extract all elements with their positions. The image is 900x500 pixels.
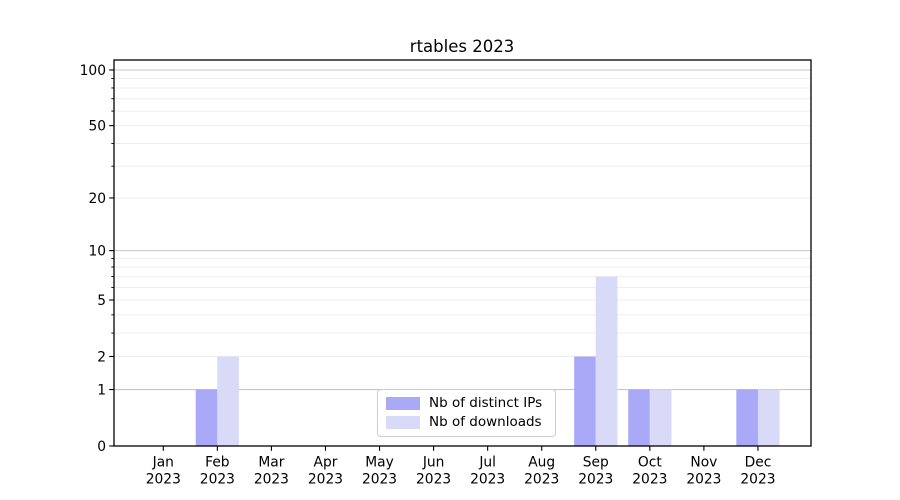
- x-tick-label-month: Aug: [528, 455, 555, 471]
- y-tick-label: 1: [97, 382, 106, 398]
- x-tick-label-month: Jun: [422, 455, 445, 471]
- chart-title: rtables 2023: [410, 37, 514, 56]
- legend: Nb of distinct IPs Nb of downloads: [377, 389, 556, 437]
- x-tick-label-year: 2023: [524, 472, 559, 488]
- x-tick-label-year: 2023: [362, 472, 397, 488]
- x-tick-label-month: May: [365, 455, 394, 471]
- y-tick-label: 10: [88, 243, 106, 259]
- legend-label-downloads: Nb of downloads: [429, 414, 542, 430]
- bar-downloads-feb: [217, 356, 239, 446]
- x-tick-label-year: 2023: [254, 472, 289, 488]
- x-tick-label-year: 2023: [470, 472, 505, 488]
- y-tick-label: 50: [88, 118, 106, 134]
- y-tick-label: 100: [80, 63, 106, 79]
- legend-item-downloads: Nb of downloads: [386, 414, 547, 431]
- bar-downloads-sep: [595, 276, 618, 446]
- x-tick-label-month: Oct: [638, 455, 662, 471]
- x-tick-label-month: Feb: [205, 455, 229, 471]
- x-tick-label-year: 2023: [416, 472, 451, 488]
- bar-distinct-ips-oct: [628, 389, 650, 446]
- y-tick-label: 0: [97, 439, 106, 455]
- x-tick-label-year: 2023: [632, 472, 667, 488]
- bar-distinct-ips-feb: [195, 389, 218, 446]
- y-tick-label: 2: [97, 349, 106, 365]
- legend-swatch-downloads: [386, 416, 420, 429]
- y-tick-label: 5: [97, 293, 106, 309]
- x-tick-label-year: 2023: [200, 472, 235, 488]
- y-tick-label: 20: [88, 191, 106, 207]
- x-tick-label-month: Mar: [258, 455, 284, 471]
- bar-downloads-oct: [649, 389, 672, 446]
- legend-swatch-distinct-ips: [386, 397, 420, 410]
- x-tick-label-year: 2023: [740, 472, 775, 488]
- x-tick-label-year: 2023: [686, 472, 721, 488]
- x-tick-label-month: Sep: [583, 455, 609, 471]
- x-tick-label-month: Dec: [745, 455, 772, 471]
- legend-label-distinct-ips: Nb of distinct IPs: [429, 395, 543, 411]
- x-tick-label-month: Nov: [690, 455, 717, 471]
- x-tick-label-year: 2023: [308, 472, 343, 488]
- x-tick-label-month: Jan: [152, 455, 174, 471]
- bar-distinct-ips-sep: [574, 356, 596, 446]
- x-tick-label-year: 2023: [146, 472, 181, 488]
- x-tick-label-year: 2023: [578, 472, 613, 488]
- x-tick-label-month: Apr: [314, 455, 338, 471]
- bar-downloads-dec: [757, 389, 780, 446]
- plot-border: [113, 59, 812, 447]
- bar-distinct-ips-dec: [736, 389, 758, 446]
- x-tick-label-month: Jul: [478, 455, 496, 471]
- legend-item-distinct-ips: Nb of distinct IPs: [386, 395, 547, 412]
